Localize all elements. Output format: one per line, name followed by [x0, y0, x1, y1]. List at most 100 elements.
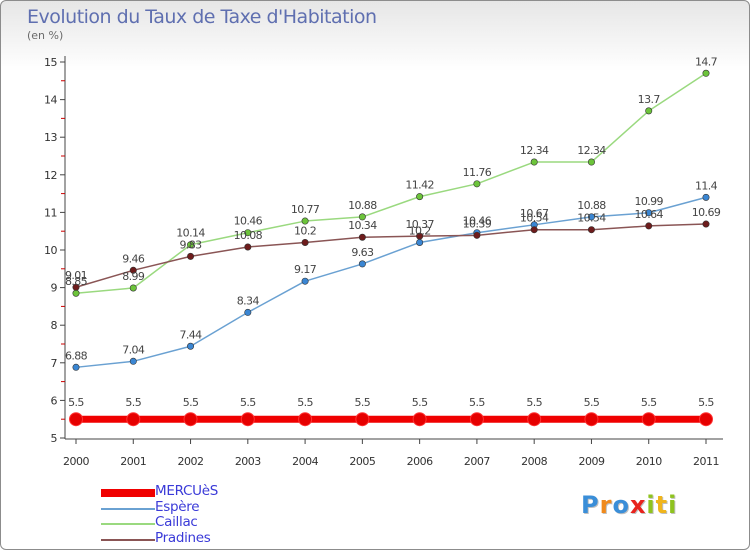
- data-label: 5.5: [125, 396, 141, 409]
- legend-swatch: [101, 523, 155, 525]
- data-label: 5.5: [68, 396, 84, 409]
- logo-letter: o: [612, 491, 630, 519]
- data-label: 5.5: [183, 396, 199, 409]
- data-point: [355, 412, 370, 427]
- x-tick-label: 2006: [407, 455, 433, 468]
- data-point: [301, 217, 309, 225]
- data-point: [641, 412, 656, 427]
- data-point: [244, 229, 252, 237]
- data-label: 9.01: [65, 269, 87, 282]
- data-label: 10.2: [409, 224, 431, 237]
- x-tick-label: 2005: [349, 455, 375, 468]
- data-label: 10.88: [577, 199, 606, 212]
- data-label: 8.34: [237, 294, 260, 307]
- x-tick-label: 2008: [521, 455, 547, 468]
- x-tick-label: 2002: [178, 455, 204, 468]
- y-tick-label: 15: [44, 56, 57, 69]
- y-tick-label: 8: [51, 319, 58, 332]
- x-tick-label: 2010: [636, 455, 662, 468]
- proxiti-logo: Proxiti: [581, 491, 677, 519]
- data-point: [358, 233, 366, 241]
- chart-axes: 5 6 7 8 9 10 11 12 13 14 15 2000 2001 2002 2003 2004 200…: [44, 56, 723, 468]
- data-label: 9.46: [122, 252, 145, 265]
- legend-label: MERCUèS: [155, 483, 218, 499]
- y-tick-label: 14: [44, 94, 57, 107]
- data-point: [183, 412, 198, 427]
- y-tick-label: 10: [44, 244, 57, 257]
- x-tick-label: 2001: [120, 455, 146, 468]
- data-point: [412, 412, 427, 427]
- data-point: [699, 412, 713, 427]
- y-tick-label: 11: [44, 206, 57, 219]
- data-point: [416, 193, 424, 201]
- y-tick-label: 6: [51, 394, 58, 407]
- data-point: [129, 284, 137, 292]
- series-line: [75, 223, 707, 288]
- data-label: 5.5: [641, 396, 657, 409]
- data-point: [72, 363, 80, 371]
- data-point: [301, 238, 309, 246]
- y-tick-label: 9: [51, 282, 58, 295]
- legend-label: Caillac: [155, 514, 198, 530]
- data-label: 5.5: [297, 396, 313, 409]
- data-point: [416, 238, 424, 246]
- data-label: 10.46: [234, 215, 263, 228]
- data-point: [702, 193, 710, 201]
- series-markers: [69, 69, 713, 427]
- series-line: [75, 196, 707, 369]
- data-label: 5.5: [698, 396, 714, 409]
- data-point: [72, 283, 80, 291]
- data-label: 10.54: [577, 212, 606, 225]
- data-point: [587, 213, 595, 221]
- data-label: 5.5: [355, 396, 371, 409]
- data-label: 7.44: [179, 328, 202, 341]
- data-point: [129, 357, 137, 365]
- y-tick-label: 13: [44, 131, 57, 144]
- data-label: 10.2: [294, 224, 316, 237]
- series-line: [75, 72, 707, 294]
- y-tick-label: 5: [51, 432, 58, 445]
- x-tick-label: 2003: [235, 455, 261, 468]
- data-label: 10.77: [291, 203, 320, 216]
- data-point: [187, 241, 195, 249]
- data-label: 5.5: [240, 396, 256, 409]
- data-point: [473, 231, 481, 239]
- data-label: 10.99: [634, 195, 663, 208]
- y-tick-label: 12: [44, 169, 57, 182]
- data-point: [469, 412, 484, 427]
- data-label: 13.7: [638, 93, 661, 106]
- data-point: [72, 289, 80, 297]
- data-label: 12.34: [577, 144, 606, 157]
- chart-title: Evolution du Taux de Taxe d'Habitation: [27, 6, 377, 28]
- data-label: 9.63: [351, 246, 374, 259]
- data-point: [645, 222, 653, 230]
- data-point: [240, 412, 255, 427]
- data-label: 6.88: [65, 349, 88, 362]
- data-label: 8.99: [122, 270, 145, 283]
- data-label: 9.17: [294, 263, 317, 276]
- x-tick-label: 2009: [578, 455, 604, 468]
- legend-label: Pradines: [155, 529, 211, 546]
- data-point: [358, 213, 366, 221]
- series-lines: [75, 72, 707, 423]
- data-label: 10.69: [692, 206, 721, 219]
- data-label: 11.4: [695, 179, 718, 192]
- data-point: [527, 412, 542, 427]
- legend-swatch: [101, 507, 155, 510]
- logo-letter: r: [599, 491, 613, 519]
- x-tick-label: 2004: [292, 455, 318, 468]
- logo-letter: i: [668, 491, 678, 519]
- data-labels: 6.88 7.047.448.349.179.6310.210.4610.6710…: [65, 55, 721, 409]
- data-label: 5.5: [412, 396, 428, 409]
- data-point: [530, 158, 538, 166]
- legend-swatch: [101, 538, 155, 541]
- x-tick-label: 2011: [693, 455, 719, 468]
- logo-letter: i: [646, 491, 656, 519]
- data-point: [301, 277, 309, 285]
- data-label: 12.34: [520, 144, 549, 157]
- data-label: 11.42: [405, 179, 434, 192]
- data-point: [473, 180, 481, 188]
- data-label: 8.85: [65, 275, 88, 288]
